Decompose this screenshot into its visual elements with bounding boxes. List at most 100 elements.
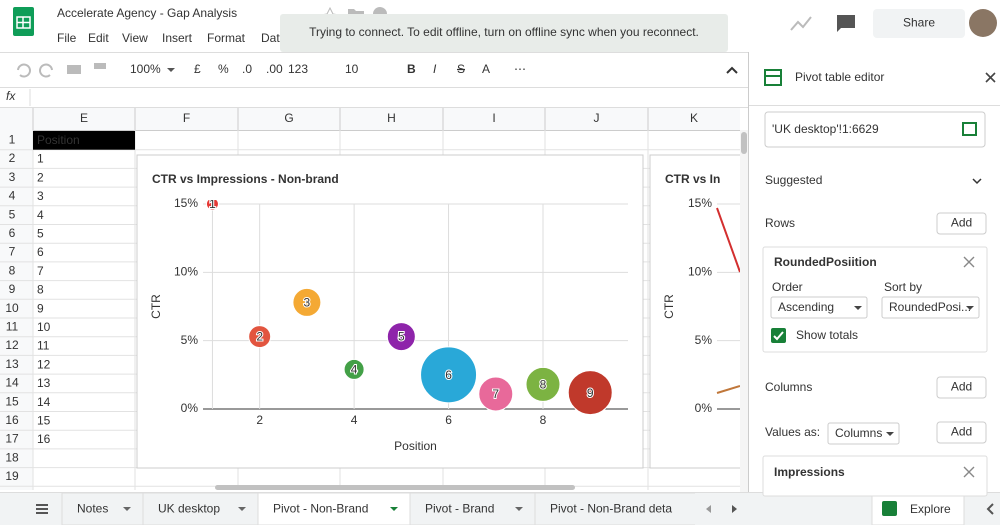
add-button[interactable] [936,212,987,235]
cell[interactable]: 9 [37,301,44,315]
section-label: Values as: [765,425,820,439]
tab-caret [123,507,131,511]
bubble [567,370,613,416]
menu-item[interactable]: Format [207,31,246,45]
cell[interactable]: 12 [37,357,51,371]
cell[interactable]: 1 [37,152,44,166]
y-tick-label: 0% [695,401,713,415]
remove-icon[interactable] [963,256,975,268]
explore-label[interactable]: Explore [910,502,951,516]
add-button-label[interactable]: Add [951,425,972,439]
cell[interactable]: Position [37,133,80,147]
column-header: E [80,111,88,125]
sheet-tab-label[interactable]: Pivot - Brand [425,502,494,516]
toolbar-button[interactable]: B [407,62,416,76]
x-tick-label: 4 [351,413,358,427]
toolbar-button[interactable]: I [433,62,437,76]
bubble-label: 1 [209,197,216,211]
dropdown-value[interactable]: Columns [835,426,882,440]
menu-item[interactable]: View [122,31,148,45]
expand-icon[interactable] [972,178,982,185]
undo-icon [17,63,31,78]
row-header: 1 [9,133,16,147]
dropdown[interactable] [770,296,868,319]
range-input[interactable] [764,111,986,148]
dropdown-caret [966,306,974,310]
x-axis-label: Position [394,439,437,453]
toolbar-button[interactable]: 123 [288,62,308,76]
cell[interactable]: 13 [37,376,51,390]
add-button[interactable] [936,376,987,399]
document-title: Accelerate Agency - Gap Analysis [57,6,237,20]
panel-icon [764,69,782,86]
toolbar-button[interactable]: S [457,62,465,76]
scroll-thumb[interactable] [215,485,575,490]
sheet-tab-label[interactable]: Pivot - Non-Brand deta [550,502,672,516]
menu-item[interactable]: Dat [261,31,280,45]
row-header: 8 [9,263,16,277]
toolbar-button[interactable]: .00 [266,62,283,76]
sheet-tab-label[interactable]: Pivot - Non-Brand [273,502,368,516]
tab-scroll-right[interactable] [732,505,737,513]
close-icon[interactable] [985,72,996,83]
bubble-label: 7 [492,387,499,401]
toolbar-button[interactable]: .0 [242,62,252,76]
cell[interactable]: 6 [37,245,44,259]
y-tick-label: 10% [688,265,712,279]
bubble [386,322,416,352]
sheet-tab[interactable] [534,492,720,525]
add-button-label[interactable]: Add [951,380,972,394]
cell[interactable]: 3 [37,189,44,203]
tab-scroll-left[interactable] [706,505,711,513]
dropdown-value[interactable]: Ascending [778,300,834,314]
cell[interactable]: 11 [37,339,50,353]
dropdown[interactable] [827,422,900,445]
menu-item[interactable]: Insert [162,31,193,45]
checkmark [773,331,784,341]
scroll-thumb[interactable] [741,132,747,154]
column-header: F [183,111,190,125]
add-button-label[interactable]: Add [951,216,972,230]
toolbar-button[interactable]: 10 [345,62,359,76]
cell[interactable]: 2 [37,170,44,184]
cell[interactable]: 15 [37,414,51,428]
checkbox[interactable] [771,328,786,343]
tab-caret [238,507,246,511]
sheet-tab-label[interactable]: Notes [77,502,108,516]
dropdown-value[interactable]: RoundedPosi... [889,300,971,314]
explore-icon [882,501,897,516]
dropdown[interactable] [881,296,980,319]
sheet-tab[interactable] [142,492,259,525]
share-label[interactable]: Share [903,16,935,30]
zoom[interactable]: 100% [130,62,161,76]
sheet-tab-label[interactable]: UK desktop [158,502,220,516]
cell[interactable]: 14 [37,395,51,409]
menu-item[interactable]: Edit [88,31,109,45]
field-name: RoundedPosiition [774,255,877,269]
row-header: 19 [5,469,19,483]
remove-icon[interactable] [963,466,975,478]
series-line [716,385,740,394]
toolbar-button[interactable]: A [482,62,490,76]
sheet-tab[interactable] [61,492,144,525]
toolbar-button[interactable]: % [218,62,229,76]
cell[interactable]: 5 [37,227,44,241]
tab-caret [515,507,523,511]
cell[interactable]: 7 [37,264,44,278]
menu-item[interactable]: File [57,31,77,45]
field-option-label: Order [772,280,803,294]
share-button[interactable] [873,9,965,38]
add-button[interactable] [936,421,987,444]
row-header: 16 [5,413,19,427]
cell[interactable]: 10 [37,320,51,334]
cell[interactable]: 4 [37,208,44,222]
row-header: 15 [5,394,19,408]
row-header: 6 [9,226,16,240]
cell[interactable]: 16 [37,432,51,446]
row-header: 3 [9,170,16,184]
toolbar-button[interactable]: £ [194,62,201,76]
side-panel-toggle[interactable] [986,503,994,515]
series-line [716,207,740,273]
avatar[interactable] [969,9,997,37]
cell[interactable]: 8 [37,283,44,297]
